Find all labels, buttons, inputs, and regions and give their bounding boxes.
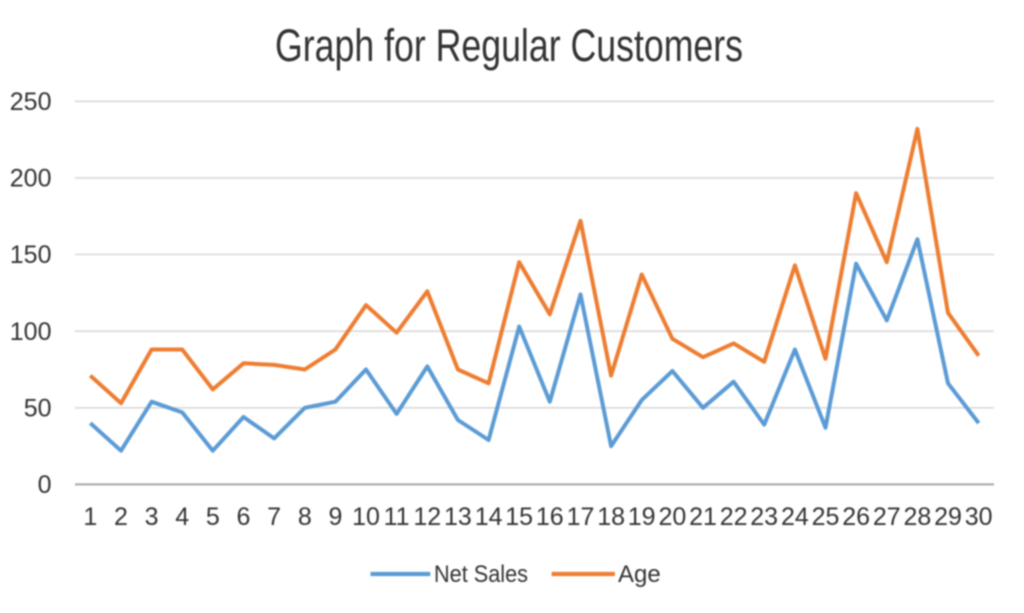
svg-text:20: 20 [658,503,686,531]
svg-text:2: 2 [114,503,128,531]
svg-text:18: 18 [597,503,625,531]
svg-text:22: 22 [720,503,748,531]
svg-text:12: 12 [413,503,441,531]
svg-text:28: 28 [903,503,931,531]
svg-text:200: 200 [10,165,52,193]
svg-text:150: 150 [10,241,52,269]
svg-text:26: 26 [842,503,870,531]
svg-text:100: 100 [10,318,52,346]
svg-text:24: 24 [781,503,809,531]
svg-text:Age: Age [618,561,661,588]
svg-text:23: 23 [750,503,778,531]
svg-text:9: 9 [328,503,342,531]
svg-text:5: 5 [206,503,220,531]
svg-text:Net Sales: Net Sales [434,561,528,588]
svg-text:6: 6 [237,503,251,531]
svg-text:25: 25 [812,503,840,531]
svg-text:Graph for Regular Customers: Graph for Regular Customers [275,20,743,71]
svg-text:4: 4 [175,503,189,531]
svg-text:0: 0 [38,471,52,499]
svg-text:3: 3 [145,503,159,531]
svg-text:21: 21 [689,503,717,531]
svg-text:50: 50 [24,395,52,423]
svg-text:7: 7 [267,503,281,531]
svg-text:250: 250 [10,88,52,116]
svg-text:14: 14 [475,503,503,531]
svg-text:17: 17 [567,503,595,531]
svg-text:15: 15 [505,503,533,531]
svg-text:10: 10 [352,503,380,531]
svg-text:13: 13 [444,503,472,531]
svg-text:19: 19 [628,503,656,531]
svg-text:29: 29 [934,503,962,531]
svg-text:8: 8 [298,503,312,531]
svg-text:30: 30 [965,503,993,531]
svg-text:16: 16 [536,503,564,531]
svg-text:11: 11 [384,503,410,531]
svg-text:27: 27 [873,503,901,531]
svg-text:1: 1 [83,503,97,531]
